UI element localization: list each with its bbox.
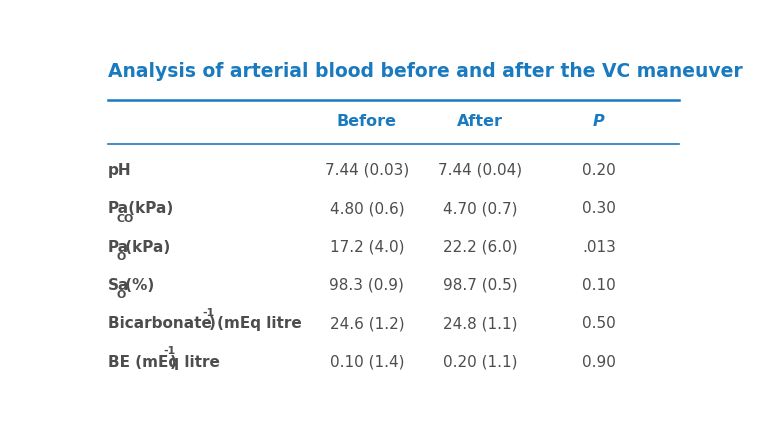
Text: 4.80 (0.6): 4.80 (0.6): [329, 201, 404, 216]
Text: Analysis of arterial blood before and after the VC maneuver: Analysis of arterial blood before and af…: [108, 62, 743, 81]
Text: 0.20 (1.1): 0.20 (1.1): [442, 355, 517, 369]
Text: 0.20: 0.20: [582, 163, 616, 178]
Text: Before: Before: [337, 114, 397, 129]
Text: Pa: Pa: [108, 201, 129, 216]
Text: 0.50: 0.50: [582, 316, 616, 331]
Text: CO: CO: [117, 213, 134, 224]
Text: 7.44 (0.03): 7.44 (0.03): [325, 163, 409, 178]
Text: 4.70 (0.7): 4.70 (0.7): [442, 201, 517, 216]
Text: pH: pH: [108, 163, 131, 178]
Text: (kPa): (kPa): [123, 201, 173, 216]
Text: 98.7 (0.5): 98.7 (0.5): [442, 278, 517, 293]
Text: BE (mEq litre: BE (mEq litre: [108, 355, 220, 369]
Text: (kPa): (kPa): [120, 239, 170, 255]
Text: 98.3 (0.9): 98.3 (0.9): [329, 278, 404, 293]
Text: -1: -1: [202, 308, 214, 318]
Text: 24.8 (1.1): 24.8 (1.1): [442, 316, 517, 331]
Text: P: P: [593, 114, 605, 129]
Text: 24.6 (1.2): 24.6 (1.2): [329, 316, 404, 331]
Text: .013: .013: [582, 239, 616, 255]
Text: 0.90: 0.90: [582, 355, 616, 369]
Text: O: O: [117, 252, 126, 262]
Text: 0.10: 0.10: [582, 278, 616, 293]
Text: Bicarbonate (mEq litre: Bicarbonate (mEq litre: [108, 316, 302, 331]
Text: 17.2 (4.0): 17.2 (4.0): [329, 239, 404, 255]
Text: 0.10 (1.4): 0.10 (1.4): [329, 355, 404, 369]
Text: Sa: Sa: [108, 278, 129, 293]
Text: Pa: Pa: [108, 239, 129, 255]
Text: After: After: [457, 114, 503, 129]
Text: ): ): [170, 355, 177, 369]
Text: -1: -1: [164, 346, 176, 356]
Text: ): ): [208, 316, 215, 331]
Text: 7.44 (0.04): 7.44 (0.04): [438, 163, 522, 178]
Text: O: O: [117, 291, 126, 301]
Text: (%): (%): [120, 278, 154, 293]
Text: 22.2 (6.0): 22.2 (6.0): [442, 239, 517, 255]
Text: 0.30: 0.30: [582, 201, 616, 216]
